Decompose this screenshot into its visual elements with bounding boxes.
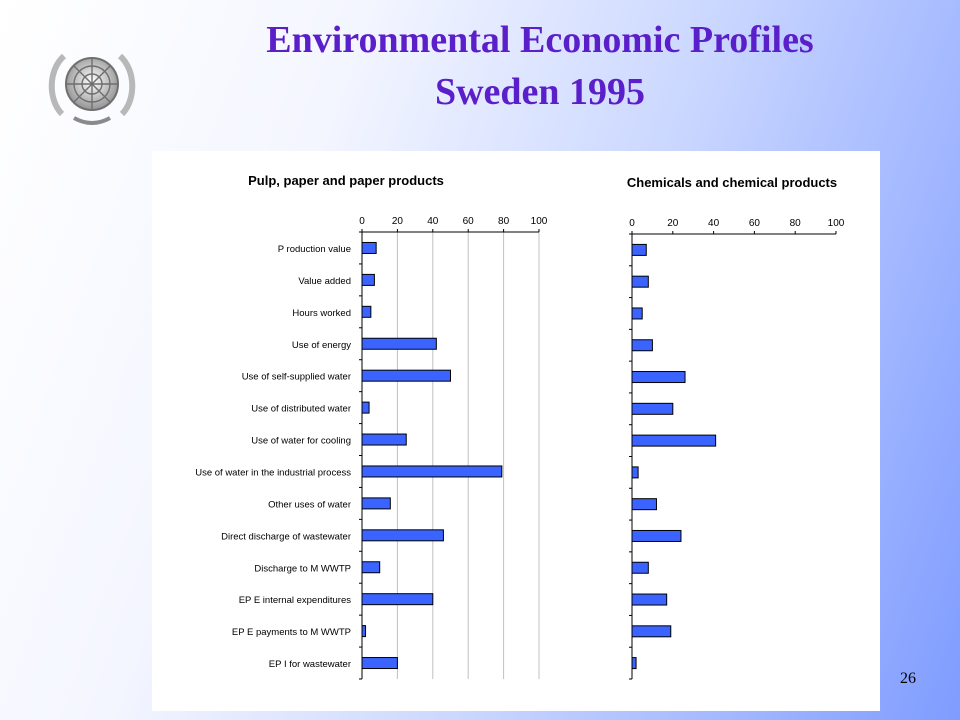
category-label: EP E internal expenditures (239, 595, 352, 606)
category-label: Value added (298, 276, 351, 287)
bar (631, 561, 649, 574)
bar (361, 337, 437, 350)
bar (631, 307, 643, 320)
bar (361, 593, 434, 606)
category-label: Other uses of water (268, 499, 351, 510)
x-tick-label: 0 (359, 216, 365, 227)
category-label: Use of distributed water (251, 404, 351, 415)
bar (361, 401, 370, 414)
bar (631, 402, 674, 415)
bar (631, 625, 672, 638)
x-tick-label: 20 (392, 216, 404, 227)
bar (361, 625, 367, 638)
chart-title-pulp-paper: Pulp, paper and paper products (248, 173, 444, 188)
title-line-2: Sweden 1995 (434, 71, 646, 113)
bar (361, 369, 451, 382)
category-label: Use of water in the industrial process (195, 467, 351, 478)
category-label: Use of water for cooling (251, 436, 351, 447)
x-tick-label: 0 (629, 218, 635, 229)
bar (631, 498, 657, 511)
chart-chemicals: Chemicals and chemical products 0 20 40 60 8… (584, 151, 880, 711)
bar (361, 433, 407, 446)
un-emblem-icon (48, 53, 136, 125)
chart-title-chemicals: Chemicals and chemical products (626, 175, 838, 190)
x-tick-label: 80 (790, 218, 802, 229)
category-label: Direct discharge of wastewater (221, 531, 351, 542)
chart-pulp-paper-plot: 0 20 40 60 80 100 P roduction value Value added… (195, 216, 548, 680)
bar (631, 466, 639, 479)
category-label: EP E payments to M WWTP (232, 627, 351, 638)
bar (361, 529, 444, 542)
chart-pulp-paper: Pulp, paper and paper products 0 20 40 60 80… (152, 151, 584, 711)
bar (631, 371, 686, 384)
bar (631, 657, 637, 670)
x-tick-label: 80 (498, 216, 510, 227)
bar (631, 529, 682, 542)
page-number: 26 (900, 670, 916, 687)
bar (631, 275, 649, 288)
bar (631, 593, 668, 606)
bar (361, 561, 381, 574)
bar (361, 241, 377, 254)
bar (361, 497, 391, 510)
x-tick-label: 100 (828, 218, 845, 229)
title-line-1: Environmental Economic Profiles (266, 19, 814, 61)
x-tick-label: 60 (463, 216, 475, 227)
x-tick-label: 60 (749, 218, 761, 229)
bar (631, 434, 717, 447)
bar (361, 273, 375, 286)
bar (361, 305, 372, 318)
category-label: P roduction value (278, 244, 351, 255)
bar (631, 243, 647, 256)
bar (361, 465, 503, 478)
category-label: Hours worked (292, 308, 351, 319)
category-label: Use of energy (292, 340, 351, 351)
x-tick-label: 20 (667, 218, 679, 229)
chart-chemicals-plot: 0 20 40 60 80 100 (629, 218, 845, 680)
category-label: EP I for wastewater (269, 659, 351, 670)
x-tick-label: 40 (708, 218, 720, 229)
category-label: Use of self-supplied water (242, 372, 351, 383)
bar (631, 339, 653, 352)
slide-title: Environmental Economic Profiles Sweden 1… (0, 14, 960, 118)
bar (361, 657, 398, 670)
category-label: Discharge to M WWTP (254, 563, 351, 574)
x-tick-label: 40 (427, 216, 439, 227)
x-tick-label: 100 (531, 216, 548, 227)
